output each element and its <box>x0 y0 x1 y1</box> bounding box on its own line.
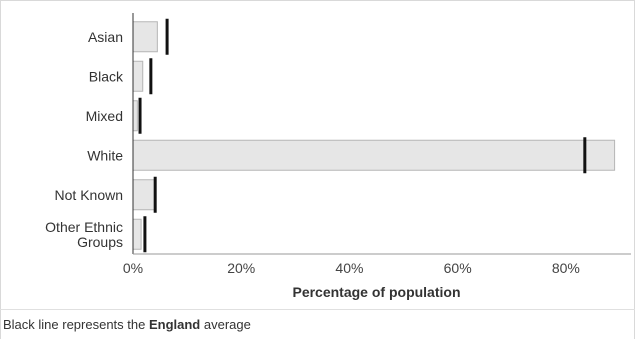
x-tick-label-40: 40% <box>335 260 363 276</box>
category-label-asian: Asian <box>88 29 123 45</box>
population-ethnicity-chart: Asian Black Mixed White Not Known Other Ethni… <box>45 13 631 300</box>
category-label-not-known: Not Known <box>55 187 123 203</box>
footer-divider <box>0 309 635 310</box>
footnote-bold: England <box>148 317 201 332</box>
category-label-white: White <box>87 147 123 163</box>
bar-white <box>132 139 616 171</box>
bar-mixed <box>132 100 138 132</box>
bar-other-ethnic-groups <box>132 218 142 250</box>
category-label-mixed: Mixed <box>86 108 123 124</box>
x-tick-label-80: 80% <box>552 260 580 276</box>
bar-not-known <box>132 179 156 211</box>
x-tick-label-0: 0% <box>123 260 143 276</box>
x-tick-label-60: 60% <box>444 260 472 276</box>
bar-black <box>132 60 144 92</box>
footnote-prefix: Black line represents the <box>3 317 149 332</box>
footnote: Black line represents the England averag… <box>3 317 251 332</box>
category-label-black: Black <box>89 68 124 84</box>
category-label-other-ethnic-groups: Other Ethnic Groups <box>45 219 123 250</box>
bar-asian <box>132 21 158 53</box>
x-axis-title: Percentage of population <box>292 284 460 300</box>
footnote-suffix: average <box>200 317 251 332</box>
x-tick-label-20: 20% <box>227 260 255 276</box>
